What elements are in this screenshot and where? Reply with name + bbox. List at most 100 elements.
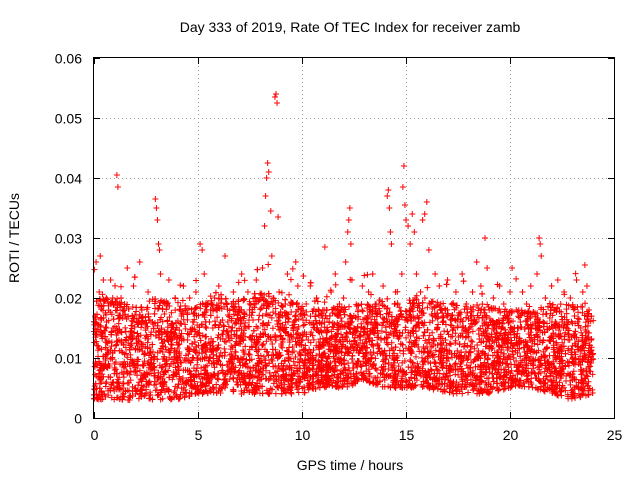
band-point (259, 390, 266, 397)
band-point (335, 378, 342, 385)
band-point (572, 270, 579, 277)
band-point (249, 317, 256, 324)
band-point (303, 333, 310, 340)
band-point (384, 305, 391, 312)
band-point (122, 324, 129, 331)
band-point (226, 307, 233, 314)
band-point (528, 369, 535, 376)
band-point (182, 389, 189, 396)
band-point (246, 357, 253, 364)
band-point (321, 299, 328, 306)
band-point (569, 303, 576, 310)
band-point (568, 346, 575, 353)
band-point (91, 266, 98, 273)
band-point (209, 324, 216, 331)
band-point (489, 322, 496, 329)
band-point (277, 308, 284, 315)
band-point (392, 344, 399, 351)
band-point (355, 313, 362, 320)
band-point (278, 302, 285, 309)
band-point (377, 370, 384, 377)
band-point (94, 394, 101, 401)
band-point (572, 356, 579, 363)
band-point (558, 333, 565, 340)
band-point (248, 312, 255, 319)
band-point (445, 377, 452, 384)
band-point (197, 337, 204, 344)
band-point (266, 360, 273, 367)
band-point (277, 332, 284, 339)
band-point (460, 368, 467, 375)
band-point (451, 350, 458, 357)
band-point (215, 376, 222, 383)
band-point (285, 316, 292, 323)
band-point (166, 333, 173, 340)
band-point (181, 356, 188, 363)
band-point (427, 360, 434, 367)
band-point (540, 387, 547, 394)
band-point (224, 319, 231, 326)
band-point (134, 330, 141, 337)
band-point (419, 299, 426, 306)
band-point (94, 326, 101, 333)
band-point (250, 327, 257, 334)
band-point (161, 353, 168, 360)
band-point (122, 336, 129, 343)
band-point (253, 341, 260, 348)
band-point (453, 302, 460, 309)
band-point (98, 346, 105, 353)
band-point (215, 342, 222, 349)
band-point (97, 366, 104, 373)
band-point (441, 328, 448, 335)
band-point (155, 327, 162, 334)
band-point (533, 375, 540, 382)
band-point (330, 324, 337, 331)
band-point (134, 358, 141, 365)
band-point (210, 386, 217, 393)
band-point (502, 329, 509, 336)
band-point (565, 319, 572, 326)
band-point (430, 351, 437, 358)
band-point (459, 330, 466, 337)
band-point (164, 324, 171, 331)
band-point (321, 374, 328, 381)
band-point (585, 364, 592, 371)
band-point (443, 370, 450, 377)
band-point (389, 382, 396, 389)
band-point (391, 350, 398, 357)
band-point (405, 364, 412, 371)
band-point (123, 337, 130, 344)
band-point (120, 371, 127, 378)
band-point (324, 315, 331, 322)
band-point (426, 332, 433, 339)
band-point (523, 360, 530, 367)
band-point (359, 308, 366, 315)
band-point (381, 383, 388, 390)
band-point (170, 324, 177, 331)
band-point (425, 336, 432, 343)
band-point (376, 297, 383, 304)
band-point (306, 367, 313, 374)
band-point (403, 308, 410, 315)
band-point (560, 343, 567, 350)
band-point (142, 319, 149, 326)
band-point (221, 345, 228, 352)
band-point (549, 301, 556, 308)
band-point (446, 340, 453, 347)
band-point (578, 371, 585, 378)
band-point (215, 324, 222, 331)
band-point (519, 309, 526, 316)
band-point (527, 337, 534, 344)
band-point (231, 304, 238, 311)
band-point (264, 333, 271, 340)
band-point (527, 314, 534, 321)
band-point (454, 323, 461, 330)
band-point (209, 301, 216, 308)
band-point (330, 304, 337, 311)
band-point (497, 309, 504, 316)
band-point (198, 364, 205, 371)
band-point (135, 337, 142, 344)
band-point (506, 318, 513, 325)
band-point (441, 388, 448, 395)
band-point (96, 385, 103, 392)
